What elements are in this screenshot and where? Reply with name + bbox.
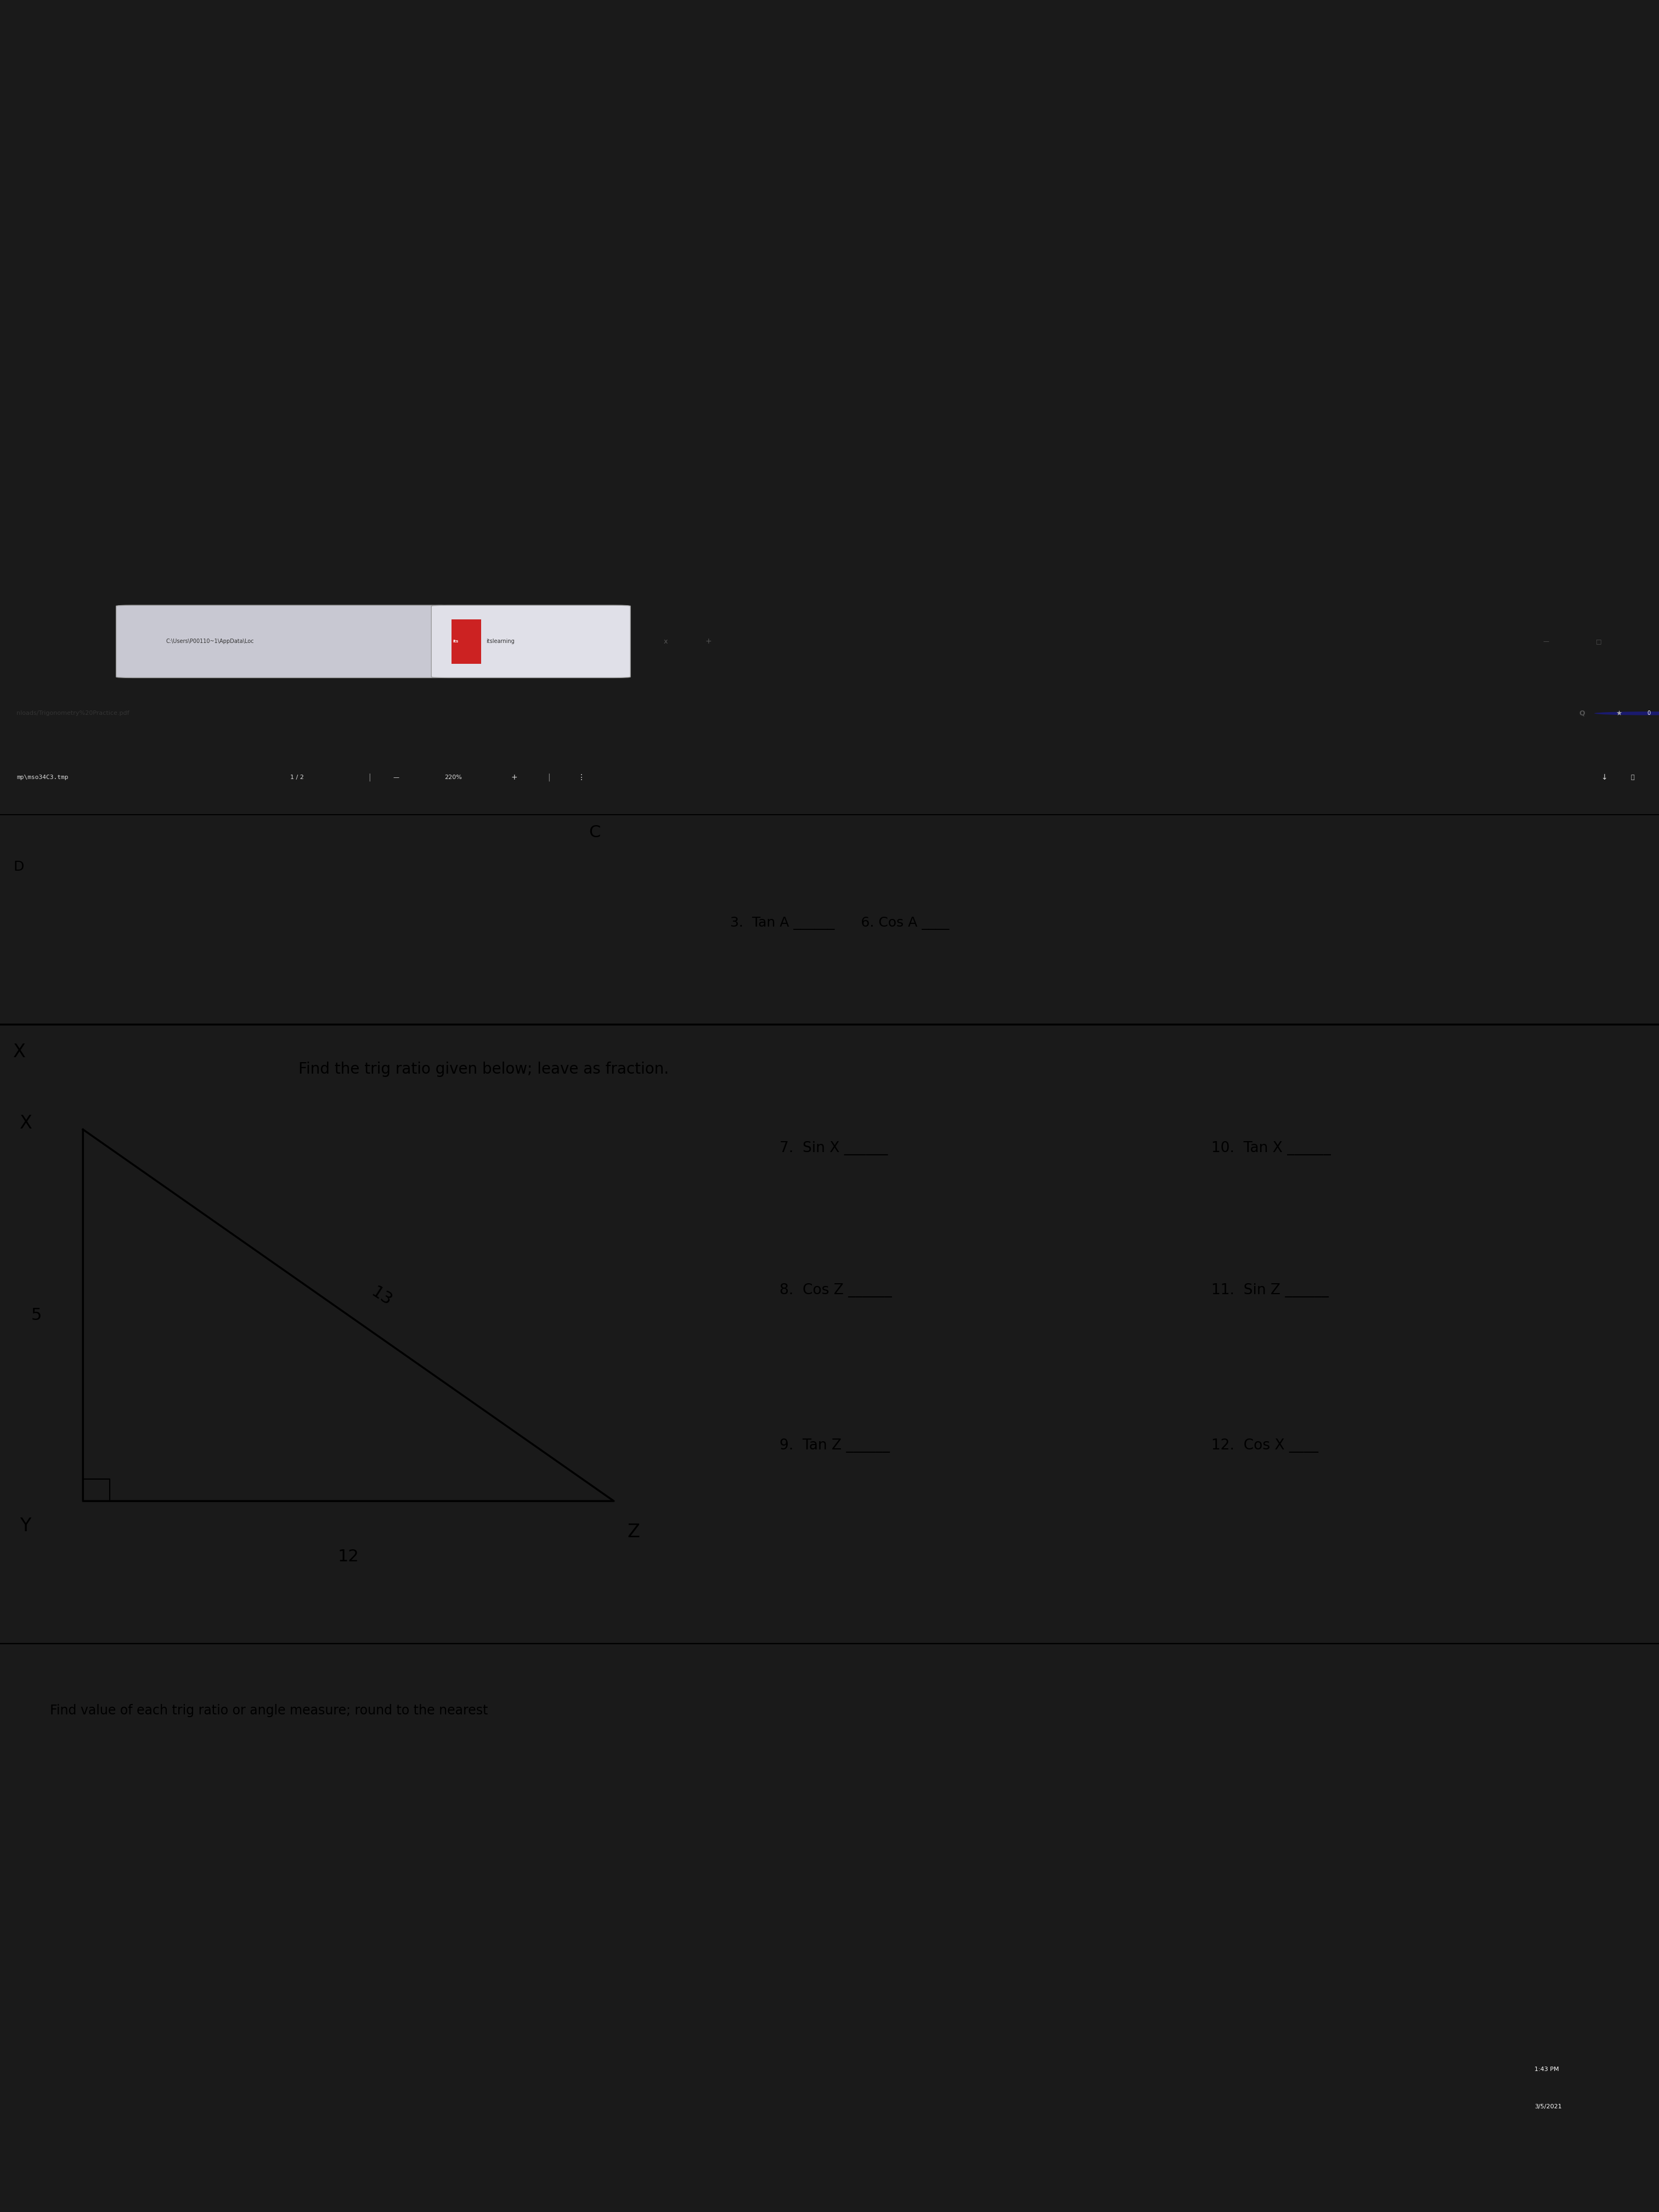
Text: +: +	[705, 637, 712, 646]
Text: X: X	[13, 1042, 27, 1062]
Text: 9.  Tan Z ______: 9. Tan Z ______	[780, 1438, 889, 1453]
Text: x: x	[664, 637, 667, 646]
Text: 10.  Tan X ______: 10. Tan X ______	[1211, 1141, 1331, 1155]
Text: Y: Y	[20, 1517, 32, 1535]
Text: X: X	[20, 1115, 33, 1133]
Text: D: D	[13, 860, 23, 874]
Text: itslearning: itslearning	[486, 639, 514, 644]
Circle shape	[1594, 712, 1659, 714]
Text: ⎙: ⎙	[1631, 774, 1634, 781]
Text: □: □	[1596, 639, 1601, 644]
Text: ↓: ↓	[1601, 774, 1608, 781]
Text: |: |	[547, 774, 551, 781]
Text: 12: 12	[338, 1548, 358, 1564]
Text: —: —	[393, 774, 400, 781]
Text: Q: Q	[1579, 710, 1586, 717]
Text: ⋮: ⋮	[577, 774, 586, 781]
FancyBboxPatch shape	[431, 606, 630, 677]
Text: its: its	[453, 639, 458, 644]
FancyBboxPatch shape	[116, 606, 448, 677]
Text: 11.  Sin Z ______: 11. Sin Z ______	[1211, 1283, 1329, 1298]
Text: C:\Users\P00110~1\AppData\Loc: C:\Users\P00110~1\AppData\Loc	[166, 639, 254, 644]
Text: Find value of each trig ratio or angle measure; round to the nearest: Find value of each trig ratio or angle m…	[50, 1703, 488, 1717]
Text: 1 / 2: 1 / 2	[290, 774, 304, 781]
Text: 3/5/2021: 3/5/2021	[1535, 2104, 1561, 2110]
Text: 7.  Sin X ______: 7. Sin X ______	[780, 1141, 888, 1155]
Text: 13: 13	[368, 1285, 395, 1310]
Text: ★: ★	[1616, 710, 1623, 717]
Text: Find the trig ratio given below; leave as fraction.: Find the trig ratio given below; leave a…	[299, 1062, 669, 1077]
Text: C: C	[589, 825, 601, 841]
Text: +: +	[511, 774, 518, 781]
Text: 0: 0	[1647, 710, 1651, 717]
Text: 3.  Tan A ______      6. Cos A ____: 3. Tan A ______ 6. Cos A ____	[730, 916, 949, 929]
Text: 5: 5	[32, 1307, 41, 1323]
Text: 12.  Cos X ____: 12. Cos X ____	[1211, 1438, 1317, 1453]
Text: nloads/Trigonometry%20Practice.pdf: nloads/Trigonometry%20Practice.pdf	[17, 710, 129, 717]
Text: 220%: 220%	[445, 774, 463, 781]
Text: 1:43 PM: 1:43 PM	[1535, 2066, 1559, 2073]
Bar	[451, 619, 481, 664]
Text: |: |	[368, 774, 372, 781]
Text: mp\mso34C3.tmp: mp\mso34C3.tmp	[17, 774, 68, 781]
Text: 8.  Cos Z ______: 8. Cos Z ______	[780, 1283, 893, 1298]
Text: Z: Z	[627, 1524, 640, 1542]
Text: —: —	[1543, 639, 1550, 644]
